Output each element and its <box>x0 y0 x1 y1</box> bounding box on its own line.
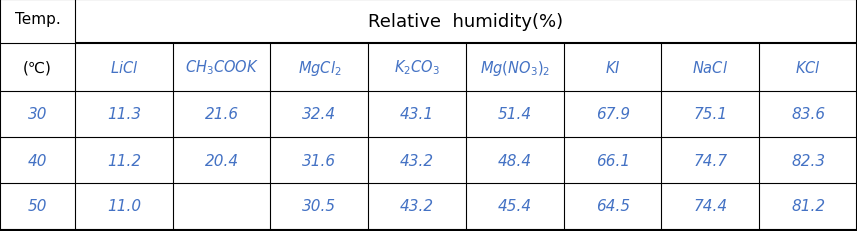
Text: 82.3: 82.3 <box>791 153 825 168</box>
Text: 45.4: 45.4 <box>498 199 532 214</box>
Text: 40: 40 <box>27 153 47 168</box>
Text: 66.1: 66.1 <box>596 153 630 168</box>
Text: 21.6: 21.6 <box>205 107 239 122</box>
Text: 83.6: 83.6 <box>791 107 825 122</box>
Text: $\it{K_2CO_3}$: $\it{K_2CO_3}$ <box>394 58 440 77</box>
Text: 74.4: 74.4 <box>693 199 728 214</box>
Text: 32.4: 32.4 <box>303 107 337 122</box>
Text: 20.4: 20.4 <box>205 153 239 168</box>
Text: Relative  humidity(%): Relative humidity(%) <box>369 13 564 31</box>
Text: 48.4: 48.4 <box>498 153 532 168</box>
Text: 30.5: 30.5 <box>303 199 337 214</box>
Text: $\it{Mg(NO_3)_2}$: $\it{Mg(NO_3)_2}$ <box>480 58 550 77</box>
Text: 75.1: 75.1 <box>693 107 728 122</box>
Text: 31.6: 31.6 <box>303 153 337 168</box>
Text: 43.1: 43.1 <box>400 107 434 122</box>
Text: 11.0: 11.0 <box>107 199 141 214</box>
Text: 11.3: 11.3 <box>107 107 141 122</box>
Text: 67.9: 67.9 <box>596 107 630 122</box>
Text: $\it{KI}$: $\it{KI}$ <box>605 60 620 76</box>
Text: 11.2: 11.2 <box>107 153 141 168</box>
Text: Temp.: Temp. <box>15 12 60 27</box>
Text: 64.5: 64.5 <box>596 199 630 214</box>
Text: $\it{LiCl}$: $\it{LiCl}$ <box>110 60 138 76</box>
Text: (℃): (℃) <box>23 60 52 75</box>
Text: 50: 50 <box>27 199 47 214</box>
Text: 81.2: 81.2 <box>791 199 825 214</box>
Text: 30: 30 <box>27 107 47 122</box>
Text: 43.2: 43.2 <box>400 153 434 168</box>
Text: $\it{CH_3COOK}$: $\it{CH_3COOK}$ <box>184 58 259 77</box>
Text: $\it{MgCl_2}$: $\it{MgCl_2}$ <box>297 58 341 77</box>
Text: 51.4: 51.4 <box>498 107 532 122</box>
Text: $\it{NaCl}$: $\it{NaCl}$ <box>692 60 728 76</box>
Text: $\it{KCl}$: $\it{KCl}$ <box>795 60 821 76</box>
Text: 43.2: 43.2 <box>400 199 434 214</box>
Text: 74.7: 74.7 <box>693 153 728 168</box>
